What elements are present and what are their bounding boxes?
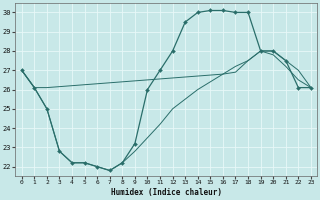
X-axis label: Humidex (Indice chaleur): Humidex (Indice chaleur): [111, 188, 222, 197]
